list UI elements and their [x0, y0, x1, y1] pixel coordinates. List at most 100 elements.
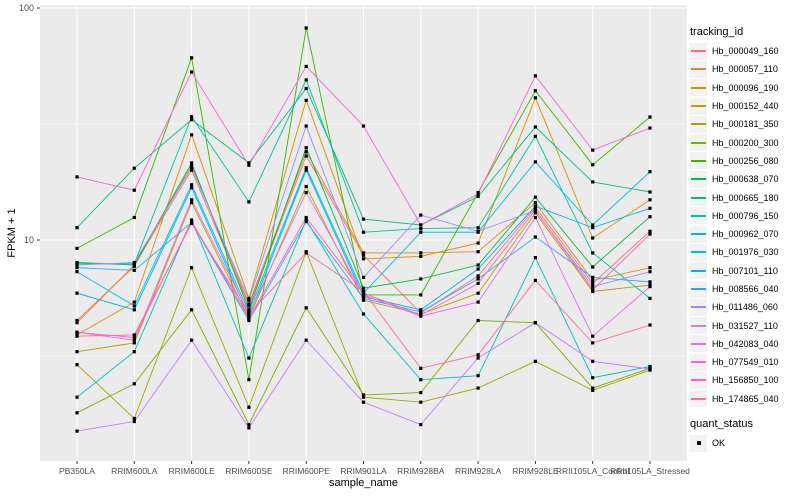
data-point — [190, 118, 194, 122]
data-point — [533, 201, 537, 205]
data-point — [591, 289, 595, 294]
data-point — [304, 184, 308, 189]
legend-items: Hb_000049_160 Hb_000057_110 Hb_000096_190 H… — [690, 42, 798, 408]
data-point — [361, 295, 366, 299]
data-point — [190, 221, 194, 225]
data-point — [190, 201, 194, 205]
data-point — [476, 194, 480, 199]
data-point — [132, 333, 136, 337]
data-point — [591, 386, 595, 390]
data-point — [533, 278, 537, 282]
legend-line-swatch — [690, 115, 707, 133]
legend-item-label: Hb_000057_110 — [712, 64, 778, 75]
data-point — [75, 334, 79, 338]
data-point — [132, 338, 136, 342]
x-tick-label: RRIM928LA — [455, 466, 502, 476]
data-point — [419, 254, 423, 258]
legend-line-swatch — [690, 298, 707, 316]
data-point — [648, 266, 652, 270]
data-point — [476, 274, 480, 278]
data-point — [247, 163, 251, 167]
legend-line-swatch — [690, 60, 707, 78]
data-point — [361, 257, 366, 261]
legend-item-label: Hb_000665_180 — [712, 192, 779, 203]
data-point — [132, 335, 136, 340]
data-point — [304, 150, 308, 154]
legend-item-label: OK — [712, 438, 726, 449]
data-point — [476, 250, 480, 254]
data-point — [591, 359, 595, 363]
data-point — [190, 220, 194, 224]
legend-item-Hb_000049_160: Hb_000049_160 — [690, 42, 798, 60]
data-point — [533, 215, 537, 220]
data-point — [304, 168, 308, 172]
legend-item-Hb_000057_110: Hb_000057_110 — [690, 60, 798, 78]
legend-item-label: Hb_001976_030 — [712, 247, 779, 258]
data-point — [75, 266, 79, 270]
legend-item-label: Hb_000049_160 — [712, 46, 779, 57]
data-point — [476, 241, 480, 245]
data-point — [591, 236, 595, 240]
data-point — [419, 313, 423, 317]
x-tick-label: RRIM928LE — [512, 466, 559, 476]
x-tick-label: RRIM600PE — [283, 466, 331, 476]
data-point — [648, 323, 652, 327]
legend-title-quant-status: quant_status — [690, 417, 753, 430]
data-point — [533, 204, 537, 208]
data-point — [648, 232, 652, 236]
data-point — [476, 263, 480, 267]
data-point — [304, 306, 308, 310]
data-point — [419, 391, 423, 395]
data-point — [591, 148, 595, 152]
data-point — [361, 251, 366, 255]
x-tick-label: RRIM600SE — [225, 466, 273, 476]
legend-item-label: Hb_000796_150 — [712, 210, 779, 221]
data-point — [132, 308, 136, 312]
x-tick-label: RRII105LA_Control — [556, 466, 630, 476]
data-point — [247, 378, 251, 382]
data-point — [419, 223, 423, 227]
data-point — [304, 26, 308, 30]
legend-title-tracking-id: tracking_id — [690, 26, 744, 38]
data-point — [361, 124, 366, 128]
y-axis-title: FPKM + 1 — [6, 208, 18, 258]
data-point — [648, 206, 652, 210]
data-point — [591, 251, 595, 255]
data-point — [132, 419, 136, 424]
legend-item-label: Hb_156850_100 — [712, 375, 779, 386]
data-point — [132, 215, 136, 220]
legend-item-quant-ok: OK — [690, 434, 798, 452]
data-point — [190, 168, 194, 172]
data-point — [75, 291, 79, 295]
legend-item-Hb_007101_110: Hb_007101_110 — [690, 262, 798, 280]
data-point — [75, 350, 79, 354]
legend-item-label: Hb_007101_110 — [712, 265, 778, 276]
data-point — [132, 188, 136, 192]
legend-item-label: Hb_042083_040 — [712, 338, 779, 349]
data-point — [648, 285, 652, 289]
legend-item-Hb_156850_100: Hb_156850_100 — [690, 371, 798, 389]
legend-item-label: Hb_031527_110 — [712, 320, 778, 331]
legend-item-label: Hb_174865_040 — [712, 393, 779, 404]
data-point — [533, 74, 537, 78]
legend-item-label: Hb_000152_440 — [712, 101, 779, 112]
data-point — [533, 89, 537, 93]
data-point — [247, 161, 251, 165]
data-point — [190, 198, 194, 202]
legend-line-swatch — [690, 189, 707, 207]
data-point — [648, 367, 652, 371]
data-point — [648, 215, 652, 219]
data-point — [190, 133, 194, 137]
y-tick-label: 100 — [19, 3, 34, 13]
data-point — [648, 190, 652, 194]
legend-item-Hb_000256_080: Hb_000256_080 — [690, 152, 798, 170]
data-point — [361, 230, 366, 234]
data-point — [591, 376, 595, 380]
data-point — [247, 310, 251, 314]
data-point — [476, 267, 480, 271]
legend-line-swatch — [690, 207, 707, 225]
data-point — [247, 318, 251, 323]
legend-line-swatch — [690, 243, 707, 261]
data-point — [190, 56, 194, 60]
data-point — [247, 316, 251, 320]
